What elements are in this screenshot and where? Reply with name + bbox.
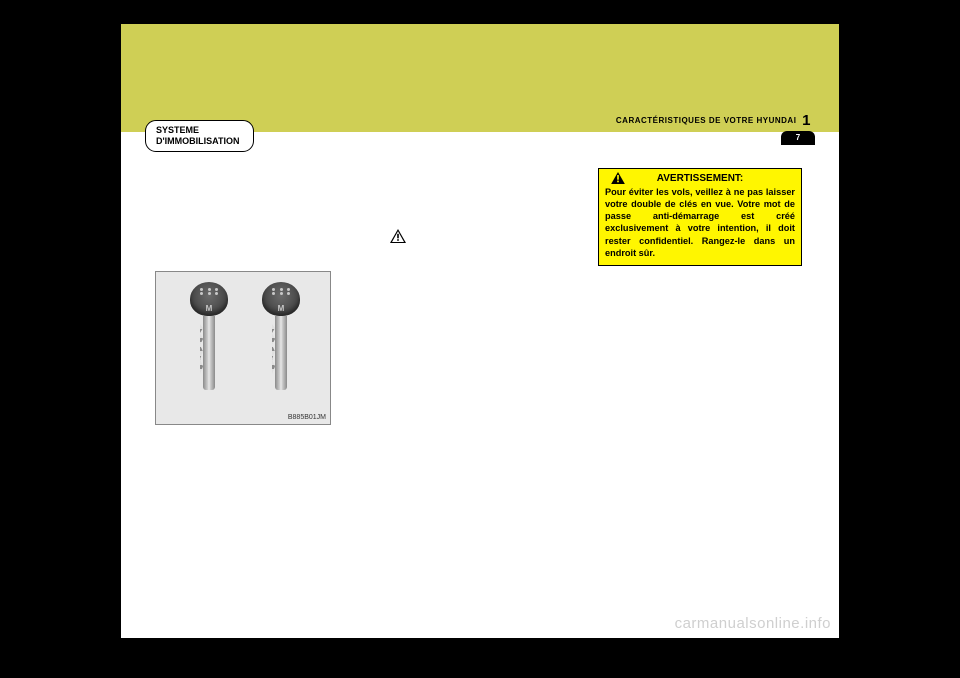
- key-right: M: [256, 282, 306, 390]
- watermark-text: carmanualsonline.info: [675, 615, 831, 632]
- key-blade-left: [203, 316, 215, 390]
- key-left: M: [184, 282, 234, 390]
- page-number: 7: [781, 131, 815, 145]
- warning-triangle-icon: [611, 172, 625, 184]
- section-title-line1: SYSTEME: [156, 125, 239, 136]
- warning-box: AVERTISSEMENT: Pour éviter les vols, vei…: [598, 168, 802, 266]
- key-letter-right: M: [278, 304, 285, 313]
- warning-heading: AVERTISSEMENT:: [605, 173, 795, 184]
- key-blade-right: [275, 316, 287, 390]
- warning-body: Pour éviter les vols, veillez à ne pas l…: [605, 186, 795, 259]
- warning-title: AVERTISSEMENT:: [657, 173, 744, 184]
- header-caption: CARACTÉRISTIQUES DE VOTRE HYUNDAI 1: [616, 112, 811, 129]
- key-illustration: M M B885B01JM: [155, 271, 331, 425]
- manual-page: CARACTÉRISTIQUES DE VOTRE HYUNDAI 1 7 SY…: [121, 24, 839, 638]
- key-letter-left: M: [206, 304, 213, 313]
- key-head-right: M: [262, 282, 300, 316]
- chapter-number: 1: [802, 112, 811, 129]
- section-title-tab: SYSTEME D'IMMOBILISATION: [145, 120, 254, 152]
- caution-triangle-icon: [390, 229, 406, 243]
- key-dots-icon: [200, 288, 218, 296]
- header-text-label: CARACTÉRISTIQUES DE VOTRE HYUNDAI: [616, 116, 797, 125]
- key-dots-icon: [272, 288, 290, 296]
- section-title-line2: D'IMMOBILISATION: [156, 136, 239, 147]
- figure-code: B885B01JM: [288, 414, 326, 421]
- key-head-left: M: [190, 282, 228, 316]
